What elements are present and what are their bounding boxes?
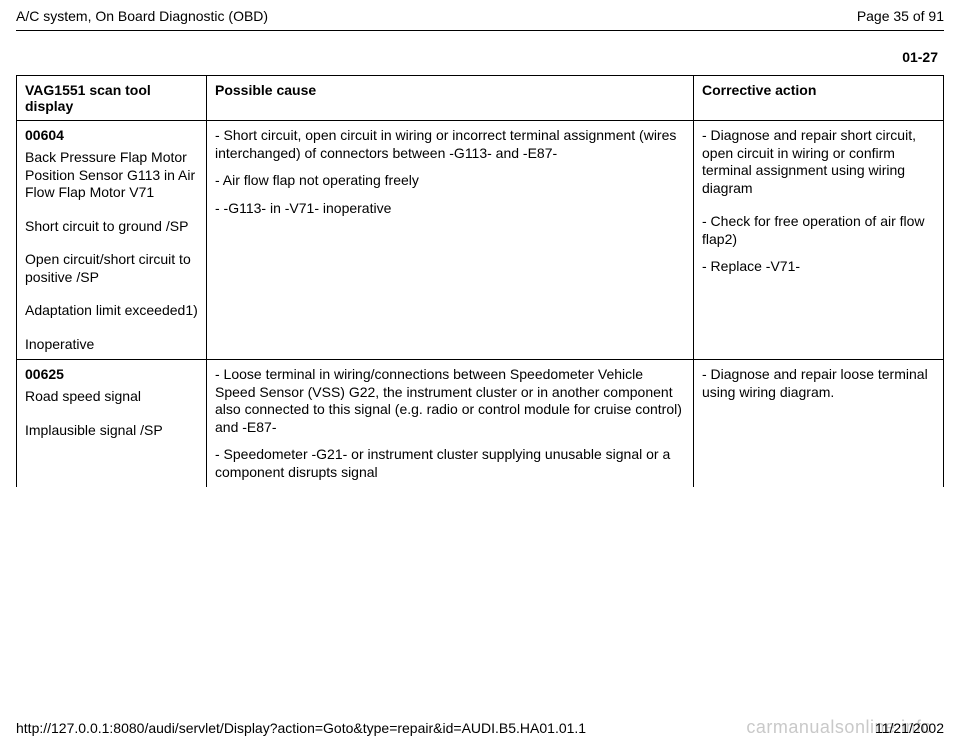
col-header-display: VAG1551 scan tool display — [17, 76, 207, 121]
cell-action: - Diagnose and repair short circuit, ope… — [694, 121, 944, 360]
cause-item: - Air flow flap not operating freely — [215, 172, 685, 190]
cause-item: - Short circuit, open circuit in wiring … — [215, 127, 685, 162]
display-text: Open circuit/short circuit to positive /… — [25, 251, 198, 286]
footer-url: http://127.0.0.1:8080/audi/servlet/Displ… — [16, 720, 586, 736]
col-header-cause: Possible cause — [207, 76, 694, 121]
top-divider — [16, 30, 944, 31]
dtc-code: 00604 — [25, 127, 198, 143]
display-text: Implausible signal /SP — [25, 422, 198, 440]
top-bar: A/C system, On Board Diagnostic (OBD) Pa… — [16, 8, 944, 30]
action-item: - Diagnose and repair loose terminal usi… — [702, 366, 935, 401]
table-row: 00604 Back Pressure Flap Motor Position … — [17, 121, 944, 360]
action-item: - Replace -V71- — [702, 258, 935, 276]
footer-inner: http://127.0.0.1:8080/audi/servlet/Displ… — [16, 720, 944, 736]
footer: http://127.0.0.1:8080/audi/servlet/Displ… — [0, 720, 960, 736]
footer-date: 11/21/2002 — [875, 720, 944, 736]
cell-action: - Diagnose and repair loose terminal usi… — [694, 360, 944, 488]
table-header-row: VAG1551 scan tool display Possible cause… — [17, 76, 944, 121]
display-text: Inoperative — [25, 336, 198, 354]
display-text: Back Pressure Flap Motor Position Sensor… — [25, 149, 198, 202]
page-code: 01-27 — [16, 49, 938, 65]
col-header-action: Corrective action — [694, 76, 944, 121]
cell-display: 00604 Back Pressure Flap Motor Position … — [17, 121, 207, 360]
cell-cause: - Short circuit, open circuit in wiring … — [207, 121, 694, 360]
action-item: - Check for free operation of air flow f… — [702, 213, 935, 248]
page-number: Page 35 of 91 — [857, 8, 944, 24]
table-row: 00625 Road speed signal Implausible sign… — [17, 360, 944, 488]
display-text: Adaptation limit exceeded1) — [25, 302, 198, 320]
display-text: Road speed signal — [25, 388, 198, 406]
action-item: - Diagnose and repair short circuit, ope… — [702, 127, 935, 197]
diagnostic-table: VAG1551 scan tool display Possible cause… — [16, 75, 944, 487]
doc-title: A/C system, On Board Diagnostic (OBD) — [16, 8, 268, 24]
cell-display: 00625 Road speed signal Implausible sign… — [17, 360, 207, 488]
cause-item: - -G113- in -V71- inoperative — [215, 200, 685, 218]
page-root: A/C system, On Board Diagnostic (OBD) Pa… — [0, 0, 960, 742]
cause-item: - Loose terminal in wiring/connections b… — [215, 366, 685, 436]
display-text: Short circuit to ground /SP — [25, 218, 198, 236]
cause-item: - Speedometer -G21- or instrument cluste… — [215, 446, 685, 481]
dtc-code: 00625 — [25, 366, 198, 382]
cell-cause: - Loose terminal in wiring/connections b… — [207, 360, 694, 488]
